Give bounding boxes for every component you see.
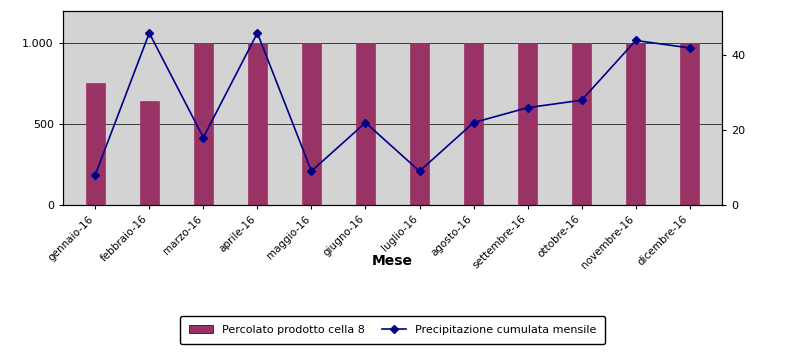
Bar (194, 43, 213, 205)
Bar (86, 83, 104, 205)
Bar (626, 43, 645, 205)
Text: Mese: Mese (372, 254, 413, 268)
Bar (681, 43, 699, 205)
Bar (464, 43, 483, 205)
Bar (248, 43, 267, 205)
Bar (518, 43, 537, 205)
Bar (572, 43, 591, 205)
Bar (410, 43, 429, 205)
Legend: Percolato prodotto cella 8, Precipitazione cumulata mensile: Percolato prodotto cella 8, Precipitazio… (180, 316, 605, 344)
Bar (356, 43, 375, 205)
Bar (140, 101, 159, 205)
Bar (302, 43, 321, 205)
